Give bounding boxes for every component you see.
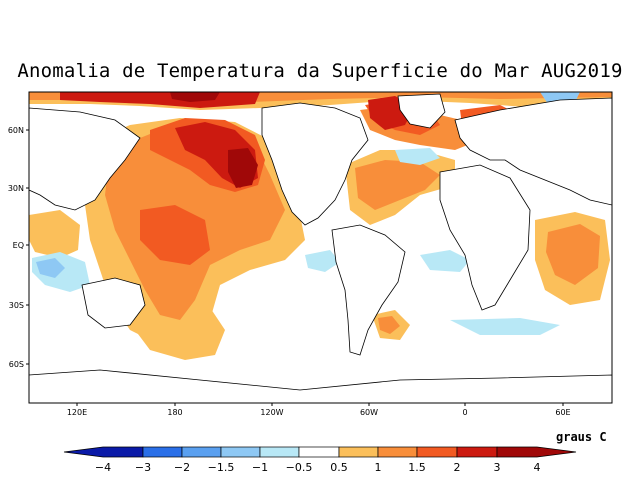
asia-east-outline [29,107,141,211]
colorbar-label: 4 [534,461,541,474]
anomaly-patch-north-atlantic-cool [395,148,440,165]
anomaly-patch-indian-ocean-orange [546,224,600,285]
units-label: graus C [556,430,607,444]
lat-label: 30N [8,184,24,193]
anomaly-patch-south-atlantic-orange [378,316,400,334]
colorbar-label: −0.5 [286,461,313,474]
lon-label: 0 [462,408,467,417]
colorbar-segment [416,446,458,458]
anomaly-patch-arctic-dark-red [170,92,220,102]
anomaly-field [29,92,612,360]
longitude-axis: 120E 180 120W 60W 0 60E [67,403,571,417]
continent-outlines [29,93,612,403]
colorbar-label: −4 [95,461,111,474]
colorbar-segment [338,446,379,458]
colorbar: −4 −3 −2 −1.5 −1 −0.5 0.5 1 1.5 2 3 4 [63,446,577,474]
colorbar-label: 3 [494,461,501,474]
colorbar-segment [298,446,340,458]
map-frame [28,91,613,404]
colorbar-segment [496,446,577,458]
lon-label: 60E [555,408,570,417]
anomaly-patch-southern-ocean-cool [450,318,560,335]
lat-label: EQ [13,241,24,250]
anomaly-patch-gulf-of-alaska-dark-red [228,148,258,188]
eurasia-outline [454,97,612,206]
anomaly-patch-west-pacific-cool-light [36,258,65,278]
australia-outline [81,277,146,329]
colorbar-label: 2 [454,461,461,474]
colorbar-label: −1.5 [208,461,235,474]
lat-label: 60N [8,126,24,135]
anomaly-patch-east-pacific-cool [305,250,340,272]
anomaly-patch-north-atlantic-orange [355,160,440,210]
colorbar-label: 1 [375,461,382,474]
antarctica-outline [29,369,612,403]
greenland-outline [397,93,446,129]
colorbar-segment [181,446,222,458]
colorbar-segment [63,446,144,458]
colorbar-segment [456,446,498,458]
colorbar-label: 1.5 [408,461,426,474]
colorbar-segment [220,446,261,458]
lon-label: 180 [167,408,182,417]
colorbar-label: 0.5 [330,461,348,474]
colorbar-label: −3 [135,461,151,474]
lon-label: 120E [67,408,87,417]
lat-label: 30S [9,301,24,310]
south-america-outline [331,224,406,356]
colorbar-segment [377,446,418,458]
colorbar-segment [259,446,300,458]
lon-label: 120W [260,408,283,417]
colorbar-segment [142,446,183,458]
north-america-outline [261,102,369,226]
colorbar-label: −2 [174,461,190,474]
anomaly-patch-central-pacific-red-orange [140,205,210,265]
anomaly-patch-south-atlantic-cool [420,250,470,272]
lat-label: 60S [9,360,24,369]
africa-outline [439,164,531,311]
latitude-axis: 60N 30N EQ 30S 60S [8,126,29,369]
lon-label: 60W [360,408,378,417]
anomaly-patch-west-pacific-pale [29,210,80,258]
colorbar-label: −1 [252,461,268,474]
map-title: Anomalia de Temperatura da Superficie do… [17,60,623,82]
